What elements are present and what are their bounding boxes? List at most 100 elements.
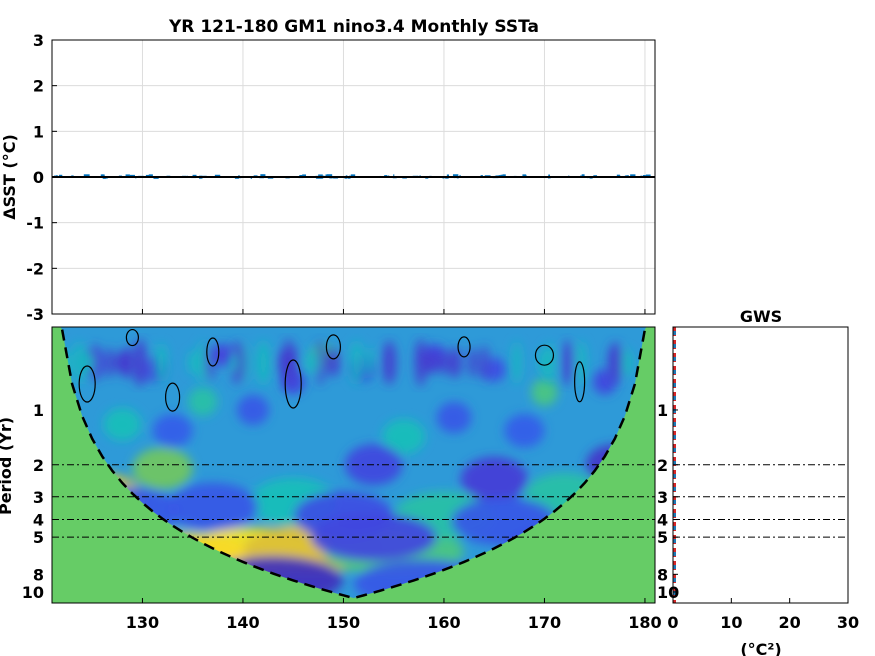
sst-noise-mark xyxy=(548,174,550,177)
gws-x-tick-label: 20 xyxy=(779,613,801,632)
sst-noise-mark xyxy=(459,174,461,177)
wavelet-streak xyxy=(350,340,363,386)
wavelet-y-tick-label: 1 xyxy=(33,401,44,420)
wavelet-streak xyxy=(229,352,238,374)
sst-noise-mark xyxy=(452,174,459,177)
sst-noise-mark xyxy=(318,174,323,177)
sst-noise-mark xyxy=(194,174,197,177)
wavelet-panel: 130 140 150 160 170 180 1 2 3 45 810 Period (Yr) xyxy=(0,326,662,632)
sst-noise-mark xyxy=(326,174,333,177)
sst-noise-mark xyxy=(350,174,356,177)
significance-contour xyxy=(78,365,96,403)
gws-title: GWS xyxy=(740,307,782,326)
wavelet-power-blob xyxy=(103,408,142,441)
gws-reference-period-lines xyxy=(673,464,848,538)
wavelet-power-blob xyxy=(132,447,193,490)
sst-noise-mark xyxy=(83,174,90,177)
wavelet-power-blob xyxy=(152,413,193,448)
sst-y-tick-label: 3 xyxy=(33,31,44,50)
wavelet-x-tick-label: 130 xyxy=(126,613,159,632)
wavelet-streak xyxy=(610,347,622,378)
wavelet-streak xyxy=(205,344,215,381)
sst-noise-mark xyxy=(101,174,104,177)
wavelet-streak xyxy=(115,351,130,374)
wavelet-power-blob xyxy=(167,482,259,531)
sst-y-tick-label: -1 xyxy=(26,214,44,233)
wavelet-streak xyxy=(105,347,115,378)
significance-contour xyxy=(574,361,586,403)
wavelet-y-tick-label: 8 xyxy=(33,565,44,584)
wavelet-streak xyxy=(468,347,478,378)
sst-y-tick-label: 0 xyxy=(33,168,44,187)
period-y-tick-label: 8 xyxy=(657,565,668,584)
period-y-tick-labels: 1 2 3 45 810 xyxy=(657,401,679,602)
wavelet-x-tick-label: 150 xyxy=(327,613,360,632)
cone-of-influence-line xyxy=(58,327,649,600)
wavelet-streak xyxy=(197,341,208,385)
period-y-tick-label: 1 xyxy=(657,401,668,420)
sst-y-tick-label: 1 xyxy=(33,122,44,141)
wavelet-streak xyxy=(511,341,522,385)
significance-contour xyxy=(534,344,555,366)
significance-contour xyxy=(125,328,139,347)
sst-y-tick-labels: 3 2 1 0 -1 -2 -3 xyxy=(26,31,57,324)
wavelet-streak xyxy=(439,349,448,376)
sst-noise-mark xyxy=(645,174,651,177)
sst-noise-mark xyxy=(214,174,221,177)
sst-noise-mark xyxy=(145,174,151,177)
wavelet-streak xyxy=(562,340,574,386)
wavelet-x-tick-label: 180 xyxy=(628,613,661,632)
wavelet-streak xyxy=(257,339,270,386)
sst-y-tick-label: -2 xyxy=(26,259,44,278)
sst-noise-mark xyxy=(524,174,527,177)
significance-contour xyxy=(325,334,341,360)
wavelet-y-tick-label: 5 xyxy=(33,528,44,547)
wavelet-streak xyxy=(414,338,427,387)
wavelet-streak xyxy=(325,348,341,377)
wavelet-x-tick-label: 140 xyxy=(226,613,259,632)
wavelet-power-blob xyxy=(382,419,426,455)
wavelet-y-tick-label: 2 xyxy=(33,456,44,475)
period-y-tick-label: 2 xyxy=(657,456,668,475)
wavelet-power-blob xyxy=(188,387,218,416)
sst-noise-mark xyxy=(260,174,266,177)
sst-noise-mark xyxy=(192,174,196,177)
wavelet-x-tick-label: 160 xyxy=(427,613,460,632)
significance-contour xyxy=(284,359,302,409)
sst-x-ticks xyxy=(141,309,646,314)
wavelet-y-tick-label: 3 xyxy=(33,488,44,507)
significance-contour xyxy=(165,382,181,412)
sst-y-tick-label: 2 xyxy=(33,77,44,96)
wavelet-plot-area xyxy=(52,327,655,603)
wavelet-streak xyxy=(316,340,325,386)
wavelet-streak xyxy=(480,344,489,381)
sst-panel: YR 121-180 GM1 nino3.4 Monthly SSTa 3 2 1 0… xyxy=(0,17,656,324)
gws-x-tick-label: 10 xyxy=(720,613,742,632)
wavelet-streak xyxy=(72,341,87,384)
wavelet-streak xyxy=(230,341,246,384)
wavelet-reference-period-lines xyxy=(52,464,655,538)
sst-title: YR 121-180 GM1 nino3.4 Monthly SSTa xyxy=(168,17,539,37)
sst-noise-mark xyxy=(59,174,63,177)
sst-noise-mark xyxy=(393,174,395,177)
sst-noise-mark xyxy=(630,174,636,177)
wavelet-streak xyxy=(283,337,294,388)
period-y-tick-label: 4 xyxy=(657,511,668,530)
cone-of-influence-mask xyxy=(52,327,655,603)
wavelet-streak xyxy=(304,351,320,375)
sst-noise-mark xyxy=(500,174,505,177)
wavelet-axes-frame xyxy=(51,326,656,604)
wavelet-power-blob xyxy=(210,344,235,367)
wavelet-power-blob xyxy=(460,456,528,502)
sst-noise-mark xyxy=(148,174,153,177)
sst-noise-mark xyxy=(302,174,307,177)
sst-noise-mark xyxy=(502,174,506,177)
wavelet-significance-contours xyxy=(78,328,586,412)
wavelet-streak xyxy=(187,350,201,375)
sst-y-axis-label: ΔSST (°C) xyxy=(0,134,19,220)
wavelet-streak xyxy=(154,343,168,383)
wavelet-power-blob xyxy=(531,378,558,406)
significance-contour xyxy=(457,336,471,358)
